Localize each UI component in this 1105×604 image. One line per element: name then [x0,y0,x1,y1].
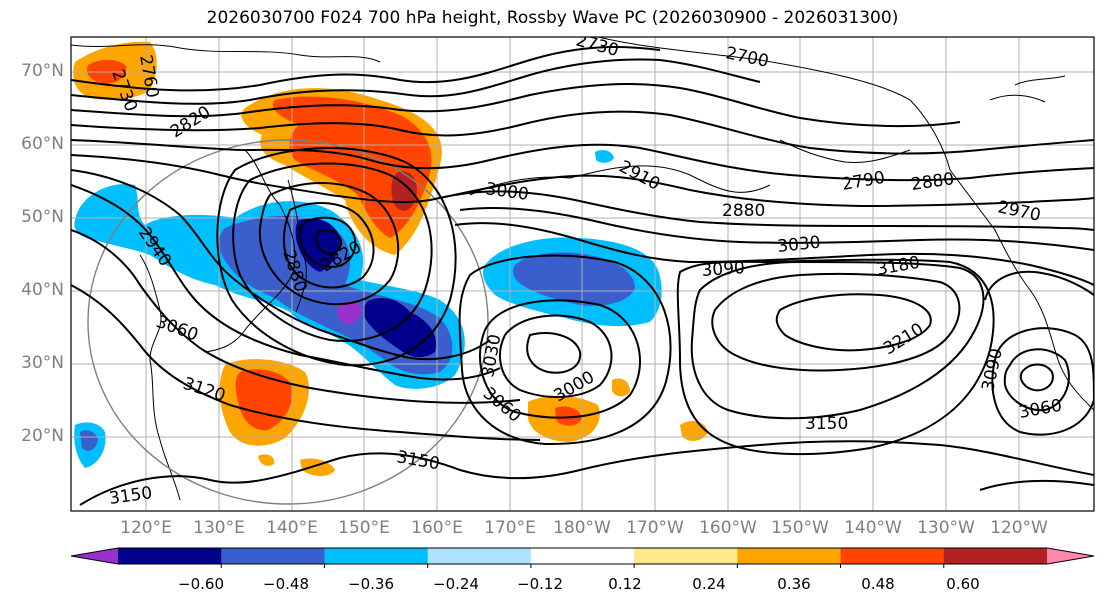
map-body: 2700 2730 2730 2760 2820 2910 3000 2790 … [71,31,1094,511]
colorbar-swatch [943,548,1048,564]
colorbar-outline [70,547,1095,565]
lon-label: 140°E [266,518,318,538]
lat-label: 20°N [21,426,64,446]
contour-label: 2820 [167,102,214,142]
colorbar-tick-label: −0.24 [433,575,479,593]
colorbar-tick-label: −0.12 [517,575,563,593]
lon-label: 160°W [699,518,757,538]
contour-label: 3150 [805,414,848,434]
colorbar-tick-label: 0.48 [861,575,895,593]
negative-anomaly-west-max [337,300,362,325]
colorbar-swatch [118,548,222,564]
positive-anomaly-okhotsk-max [391,171,417,211]
lat-label: 40°N [21,280,64,300]
lon-label: 170°E [484,518,536,538]
lon-label: 150°E [338,518,390,538]
colorbar-tick-label: −0.36 [348,575,394,593]
positive-anomaly-small-3 [612,378,630,397]
colorbar-tick-label: −0.60 [178,575,224,593]
negative-anomaly-small-1 [595,150,614,163]
colorbar-swatch [324,548,429,564]
colorbar-tick-label: 0.24 [692,575,726,593]
colorbar-swatch [530,548,635,564]
colorbar-swatch [634,548,738,564]
lon-label: 170°W [626,518,684,538]
colorbar-extension-low [71,548,118,564]
contour-label: 3090 [978,347,1007,393]
colorbar-swatch [840,548,945,564]
positive-anomaly-small-1 [680,420,708,441]
lat-label: 60°N [21,134,64,154]
negative-anomaly-small-2-core [80,430,98,451]
contour-label: 3180 [875,253,921,280]
lon-label: 130°W [917,518,975,538]
colorbar-tick-label: 0.12 [608,575,642,593]
colorbar-tick-label: −0.48 [263,575,309,593]
lon-label: 120°E [120,518,172,538]
contour-label: 2880 [722,201,765,221]
lon-label: 150°W [771,518,829,538]
colorbar-tick-label: 0.60 [946,575,980,593]
map-frame [70,36,1095,512]
contour-label: 2910 [616,157,664,195]
colorbar [70,547,1095,568]
colorbar-tick-label: 0.36 [777,575,811,593]
contour-label: 3030 [776,233,821,257]
contour-label: 3150 [395,447,441,474]
lon-label: 130°E [193,518,245,538]
positive-anomaly-central-pacific-core [555,406,582,426]
contour-label: 2790 [840,168,886,195]
lat-label: 30°N [21,353,64,373]
colorbar-extension-high [1047,548,1094,564]
height-contours [71,46,1094,506]
positive-anomaly-small-4 [258,454,275,466]
contour-label: 3060 [1017,396,1063,423]
colorbar-swatch [221,548,325,564]
reference-circle [87,139,489,505]
lon-label: 160°E [411,518,463,538]
lon-label: 140°W [844,518,902,538]
contour-label: 3060 [153,312,200,346]
contour-label: 2730 [574,31,621,62]
lon-label: 120°W [990,518,1048,538]
negative-anomaly-central-mid [513,252,635,306]
lat-label: 70°N [21,61,64,81]
contour-label: 3090 [701,258,746,281]
colorbar-swatch [427,548,532,564]
contour-label: 2700 [724,43,770,72]
lon-label: 180°W [553,518,611,538]
positive-anomaly-south-japan-core [235,369,293,431]
colorbar-swatch [737,548,842,564]
contour-label: 3210 [880,319,927,359]
contour-label: 3000 [484,179,530,205]
map-title: 2026030700 F024 700 hPa height, Rossby W… [206,8,899,28]
coastlines [71,37,1094,501]
contour-label: 2880 [910,169,956,195]
lat-label: 50°N [21,207,64,227]
